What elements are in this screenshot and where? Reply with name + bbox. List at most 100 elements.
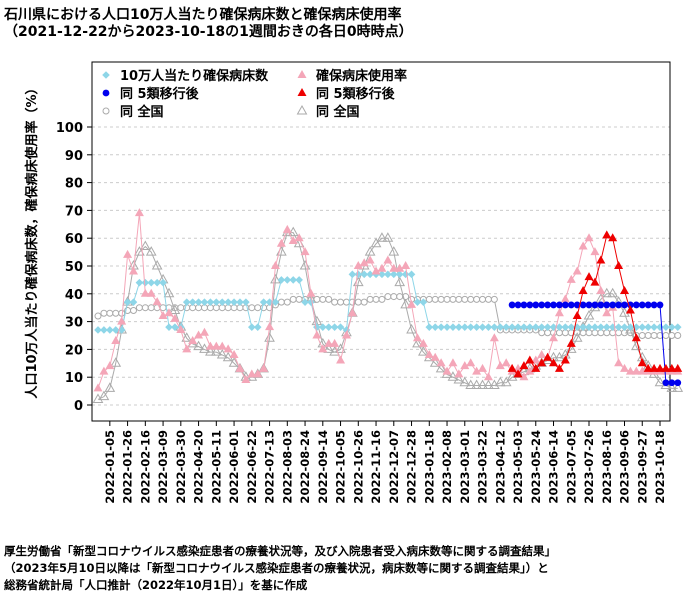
data-point — [248, 304, 256, 312]
data-point — [294, 233, 304, 242]
data-point — [572, 311, 582, 320]
data-point — [336, 355, 346, 364]
data-point — [596, 255, 606, 264]
data-point — [602, 323, 611, 331]
data-point — [625, 366, 635, 375]
x-tick-label: 2023-06-14 — [547, 430, 561, 504]
data-point — [578, 286, 588, 295]
y-tick-label: 50 — [65, 260, 83, 275]
legend-label: 確保病床使用率 — [316, 68, 407, 84]
data-point — [159, 278, 167, 287]
data-point — [418, 338, 428, 347]
y-axis-label: 人口10万人当たり確保病床数，確保病床使用率（%） — [24, 81, 40, 398]
data-point — [151, 259, 163, 270]
data-point — [383, 255, 393, 264]
data-point — [621, 301, 628, 309]
data-point — [650, 323, 658, 331]
data-point — [479, 295, 487, 303]
data-point — [289, 295, 297, 303]
x-tick-label: 2022-12-28 — [405, 430, 419, 504]
data-point — [152, 297, 162, 306]
data-point — [377, 263, 387, 272]
data-point — [241, 374, 251, 383]
y-tick-label: 10 — [65, 371, 83, 386]
data-point — [466, 358, 476, 367]
data-point — [501, 358, 511, 367]
data-point — [139, 240, 151, 251]
data-point — [312, 330, 322, 339]
data-point — [94, 312, 102, 320]
data-point — [117, 316, 127, 325]
data-point — [571, 332, 583, 342]
series-line — [97, 232, 678, 400]
data-point — [164, 308, 174, 317]
data-point — [347, 308, 357, 317]
data-point — [147, 278, 156, 287]
data-point — [200, 298, 209, 306]
x-tick-label: 2022-10-26 — [351, 430, 365, 504]
data-point — [607, 287, 619, 298]
data-point — [366, 295, 374, 303]
data-point — [525, 355, 535, 364]
data-point — [666, 382, 678, 392]
data-point — [674, 332, 682, 339]
data-point — [389, 270, 398, 279]
data-point — [418, 346, 429, 356]
data-point — [661, 363, 671, 372]
data-point — [412, 337, 423, 348]
data-point — [513, 363, 523, 372]
data-point — [544, 301, 551, 309]
data-point — [353, 261, 363, 269]
data-point — [526, 323, 534, 331]
data-point — [638, 323, 647, 331]
data-point — [625, 305, 635, 314]
data-point — [583, 310, 595, 320]
data-point — [384, 293, 392, 301]
data-point — [656, 301, 664, 309]
x-tick-label: 2023-09-27 — [635, 430, 649, 504]
data-point — [656, 323, 664, 331]
data-point — [662, 332, 670, 339]
data-point — [431, 295, 439, 303]
data-point — [235, 363, 245, 372]
data-point — [490, 323, 499, 331]
data-point — [429, 357, 441, 367]
data-point — [579, 301, 587, 309]
data-point — [419, 298, 428, 306]
x-axis: 2022-01-05 2022-01-26 2022-02-16 2022-03-09… — [103, 421, 667, 504]
data-point — [188, 298, 197, 306]
data-point — [276, 238, 286, 247]
data-point — [654, 376, 666, 387]
data-point — [644, 301, 652, 309]
data-point — [236, 298, 244, 306]
data-point — [554, 308, 564, 317]
data-point — [341, 330, 351, 339]
data-point — [495, 361, 505, 370]
data-point — [364, 246, 376, 256]
data-point — [230, 298, 238, 306]
data-point — [359, 258, 369, 267]
x-tick-label: 2022-06-01 — [227, 430, 241, 504]
data-point — [537, 349, 547, 358]
data-point — [366, 270, 374, 279]
y-tick-label: 70 — [65, 204, 83, 219]
data-point — [584, 272, 594, 281]
data-point — [615, 301, 622, 309]
x-tick-label: 2023-02-08 — [440, 430, 454, 504]
data-point — [620, 286, 630, 295]
y-tick-label: 30 — [65, 316, 83, 331]
data-point — [561, 301, 569, 309]
data-point — [188, 336, 198, 345]
data-point — [565, 343, 577, 353]
data-point — [401, 261, 411, 269]
data-point — [573, 323, 581, 331]
data-point — [655, 363, 665, 372]
data-point — [412, 333, 422, 342]
data-point — [330, 323, 339, 331]
data-point — [620, 323, 629, 331]
data-point — [135, 278, 144, 287]
data-point — [466, 323, 475, 331]
data-point — [614, 261, 624, 269]
y-tick-label: 60 — [65, 232, 83, 247]
data-point — [165, 323, 173, 331]
